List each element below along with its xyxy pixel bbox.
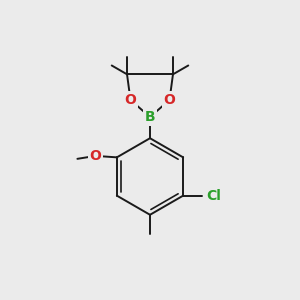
Text: O: O bbox=[164, 93, 175, 107]
Text: O: O bbox=[124, 93, 136, 107]
Text: B: B bbox=[145, 110, 155, 124]
Text: Cl: Cl bbox=[207, 189, 222, 202]
Text: O: O bbox=[90, 149, 102, 163]
